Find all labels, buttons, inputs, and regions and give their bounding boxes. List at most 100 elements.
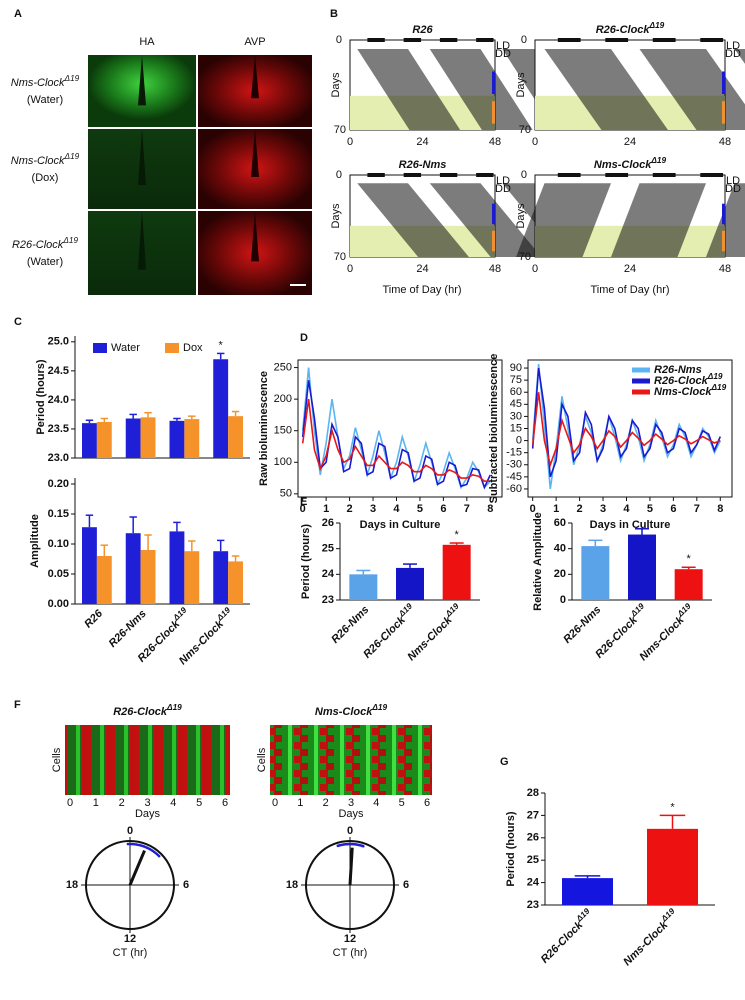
channel-label: AVP xyxy=(244,36,265,48)
bar xyxy=(169,420,185,458)
dd-label: DD xyxy=(495,48,511,60)
x-tick-label: 1 xyxy=(553,503,559,515)
y-tick-label: 0.10 xyxy=(48,538,69,550)
heatmap-title: R26-ClockΔ19 xyxy=(113,703,182,718)
y-tick-label: 70 xyxy=(519,251,531,263)
x-tick-label: 5 xyxy=(399,797,405,809)
x-tick-label: 48 xyxy=(719,136,731,148)
ld-bar xyxy=(605,173,629,177)
legend-swatch xyxy=(165,343,179,353)
y-tick-label: 24.0 xyxy=(48,394,69,406)
ld-bar xyxy=(557,38,581,42)
bar xyxy=(82,527,97,604)
y-tick-label: -45 xyxy=(506,471,522,483)
series-line xyxy=(301,380,492,490)
bar-orange xyxy=(492,230,495,252)
annotation: * xyxy=(455,529,460,541)
x-tick-label: Nms-ClockΔ19 xyxy=(619,906,681,968)
x-tick-label: R26 xyxy=(82,607,105,630)
y-tick-label: 0 xyxy=(521,34,527,46)
x-tick-label: 48 xyxy=(719,263,731,275)
ct-title: CT (hr) xyxy=(333,947,368,959)
activity-band xyxy=(706,183,745,257)
x-tick-label: 5 xyxy=(417,503,423,515)
y-axis-label: Period (hours) xyxy=(505,811,517,887)
x-tick-label: 2 xyxy=(119,797,125,809)
ld-bar xyxy=(439,38,458,42)
series-line xyxy=(301,398,491,483)
y-tick-label: 150 xyxy=(274,425,292,437)
ct-label: 18 xyxy=(66,879,78,891)
x-tick-label: 1 xyxy=(93,797,99,809)
y-tick-label: 60 xyxy=(510,386,522,398)
y-tick-label: 0 xyxy=(560,594,566,606)
x-tick-label: 8 xyxy=(717,503,723,515)
y-tick-label: 250 xyxy=(274,361,292,373)
ld-bar xyxy=(476,38,494,42)
y-axis-label: Days xyxy=(330,72,342,98)
ld-bar xyxy=(439,173,458,177)
x-tick-label: 1 xyxy=(297,797,303,809)
bar xyxy=(96,421,112,458)
ventricle xyxy=(251,129,259,177)
dd-label: DD xyxy=(495,183,511,195)
y-tick-label: 26 xyxy=(322,517,334,529)
y-tick-label: 26 xyxy=(527,832,539,844)
y-tick-label: 25 xyxy=(322,543,334,555)
bar-blue xyxy=(492,71,495,94)
x-tick-label: 4 xyxy=(623,503,630,515)
x-tick-label: Nms-ClockΔ19 xyxy=(403,601,465,663)
y-tick-label: 200 xyxy=(274,393,292,405)
legend-swatch xyxy=(93,343,107,353)
y-axis-label: Days xyxy=(515,72,527,98)
ld-bar xyxy=(403,173,422,177)
y-tick-label: 30 xyxy=(510,410,522,422)
annotation: * xyxy=(670,801,675,813)
x-tick-label: 0 xyxy=(532,263,538,275)
x-tick-label: 3 xyxy=(600,503,606,515)
y-tick-label: 0 xyxy=(336,34,342,46)
bar xyxy=(581,546,610,600)
legend-label: Nms-ClockΔ19 xyxy=(654,383,727,398)
y-tick-label: 15 xyxy=(510,422,522,434)
bar xyxy=(82,423,97,458)
y-tick-label: 0 xyxy=(521,169,527,181)
bar xyxy=(442,544,471,600)
phase-vector xyxy=(128,849,146,886)
bar xyxy=(562,878,613,905)
bar-blue xyxy=(492,203,495,225)
bar-orange xyxy=(722,101,725,124)
y-tick-label: 0.00 xyxy=(48,598,69,610)
x-tick-label: 2 xyxy=(347,503,353,515)
bar xyxy=(140,417,156,458)
x-axis-label: Time of Day (hr) xyxy=(382,284,461,296)
legend-label: Dox xyxy=(183,342,203,354)
x-tick-label: 0 xyxy=(300,503,306,515)
ct-label: 0 xyxy=(347,825,353,837)
ct-label: 12 xyxy=(124,933,136,945)
x-tick-label: 0 xyxy=(532,136,538,148)
legend-label: Water xyxy=(111,342,140,354)
dd-label: DD xyxy=(725,48,741,60)
activity-band xyxy=(357,49,461,130)
bar xyxy=(213,359,229,458)
y-tick-label: 70 xyxy=(334,251,346,263)
y-tick-label: 90 xyxy=(510,362,522,374)
y-tick-label: 23 xyxy=(322,594,334,606)
x-tick-label: R26-Nms xyxy=(561,604,603,646)
ld-bar xyxy=(367,38,385,42)
y-tick-label: -15 xyxy=(506,447,522,459)
bar-orange xyxy=(492,101,495,124)
x-tick-label: 5 xyxy=(196,797,202,809)
ld-bar xyxy=(605,38,629,42)
ct-label: 18 xyxy=(286,879,298,891)
y-tick-label: -60 xyxy=(506,483,522,495)
y-tick-label: 27 xyxy=(527,809,539,821)
ld-label: LD xyxy=(726,40,740,52)
y-tick-label: 60 xyxy=(554,517,566,529)
panel-letter: D xyxy=(300,332,308,344)
y-tick-label: 45 xyxy=(510,398,522,410)
x-axis-label: Days xyxy=(135,808,161,820)
